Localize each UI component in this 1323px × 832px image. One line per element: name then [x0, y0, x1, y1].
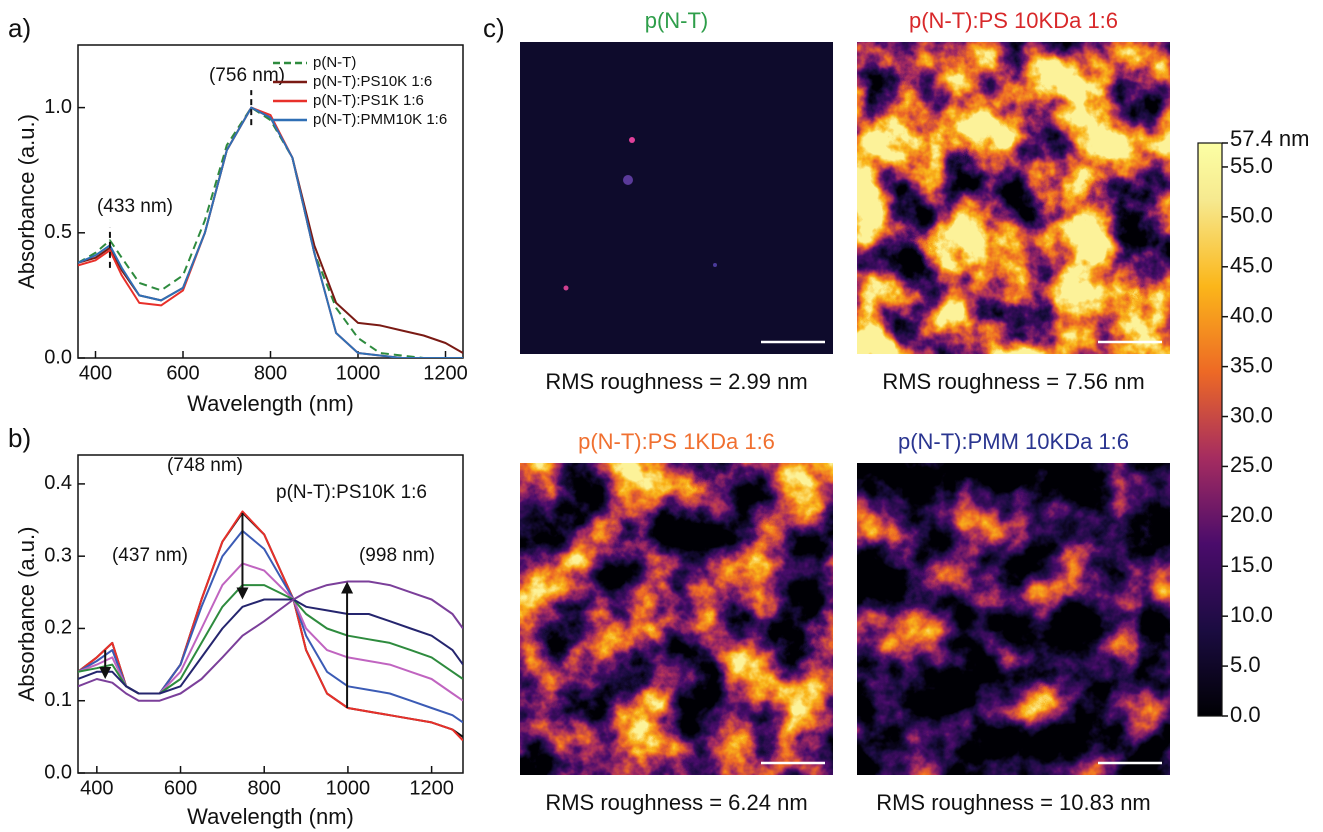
- panel-label: c): [483, 13, 505, 43]
- afm-image: [520, 42, 833, 354]
- colorbar-tick-label: 30.0: [1230, 402, 1273, 427]
- rms-label: RMS roughness = 10.83 nm: [876, 790, 1151, 815]
- afm-feature: [623, 175, 633, 185]
- afm-feature: [563, 285, 569, 291]
- y-tick-label: 1.0: [44, 96, 72, 118]
- rms-label: RMS roughness = 6.24 nm: [545, 790, 807, 815]
- colorbar-max-label: 57.4 nm: [1230, 126, 1310, 151]
- x-tick-label: 600: [164, 777, 197, 799]
- y-tick-label: 0.5: [44, 221, 72, 243]
- x-tick-label: 800: [248, 777, 281, 799]
- afm-image: [857, 463, 1170, 775]
- series-line: [78, 598, 463, 695]
- panel-label: b): [8, 423, 31, 453]
- arrow-head: [236, 587, 249, 600]
- afm-image: [520, 463, 833, 775]
- legend-label: p(N-T):PS1K 1:6: [313, 92, 424, 109]
- y-tick-label: 0.2: [44, 617, 72, 639]
- series-line: [78, 106, 463, 358]
- annotation: (998 nm): [359, 545, 435, 566]
- annotation: (748 nm): [167, 455, 243, 476]
- legend-label: p(N-T): [313, 54, 356, 71]
- y-tick-label: 0.4: [44, 472, 72, 494]
- arrow-head: [341, 581, 354, 594]
- annotation: (756 nm): [209, 65, 285, 86]
- series-line: [78, 106, 463, 354]
- arrow-head: [99, 667, 112, 680]
- x-axis-title: Wavelength (nm): [187, 391, 354, 416]
- x-axis-title: Wavelength (nm): [187, 804, 354, 829]
- x-tick-label: 600: [166, 362, 199, 384]
- panel-label: a): [8, 13, 31, 43]
- series-line: [78, 580, 463, 702]
- x-tick-label: 400: [79, 362, 112, 384]
- annotation: (433 nm): [97, 196, 173, 217]
- afm-feature: [629, 137, 635, 143]
- legend-label: p(N-T):PMM10K 1:6: [313, 111, 447, 128]
- afm-image: [857, 42, 1170, 354]
- colorbar-tick-label: 15.0: [1230, 552, 1273, 577]
- y-tick-label: 0.0: [44, 346, 72, 368]
- colorbar-tick-label: 55.0: [1230, 153, 1273, 178]
- annotation: (437 nm): [112, 545, 188, 566]
- x-tick-label: 1200: [409, 777, 454, 799]
- series-line: [78, 106, 463, 358]
- panel-title: p(N-T):PMM 10KDa 1:6: [898, 429, 1129, 454]
- rms-label: RMS roughness = 7.56 nm: [882, 369, 1144, 394]
- y-tick-label: 0.3: [44, 544, 72, 566]
- colorbar-tick-label: 20.0: [1230, 502, 1273, 527]
- plot-frame: [77, 454, 464, 774]
- colorbar-tick-label: 5.0: [1230, 652, 1261, 677]
- colorbar-tick-label: 50.0: [1230, 203, 1273, 228]
- x-tick-label: 1000: [326, 777, 371, 799]
- annotation: p(N-T):PS10K 1:6: [276, 482, 427, 503]
- colorbar-tick-label: 25.0: [1230, 452, 1273, 477]
- colorbar-tick-label: 45.0: [1230, 253, 1273, 278]
- panel-title: p(N-T):PS 1KDa 1:6: [578, 429, 775, 454]
- y-axis-title: Absorbance (a.u.): [14, 527, 39, 702]
- series-line: [78, 106, 463, 358]
- afm-feature: [713, 263, 717, 267]
- colorbar-tick-label: 40.0: [1230, 303, 1273, 328]
- colorbar-tick-label: 10.0: [1230, 602, 1273, 627]
- series-line: [78, 584, 463, 695]
- colorbar-tick-label: 0.0: [1230, 702, 1261, 727]
- rms-label: RMS roughness = 2.99 nm: [545, 369, 807, 394]
- x-tick-label: 1200: [423, 362, 468, 384]
- x-tick-label: 400: [80, 777, 113, 799]
- series-line: [78, 562, 463, 702]
- y-tick-label: 0.1: [44, 689, 72, 711]
- panel-title: p(N-T): [645, 8, 709, 33]
- colorbar: [1197, 142, 1223, 717]
- y-tick-label: 0.0: [44, 761, 72, 783]
- panel-title: p(N-T):PS 10KDa 1:6: [909, 8, 1118, 33]
- x-tick-label: 1000: [336, 362, 381, 384]
- x-tick-label: 800: [254, 362, 287, 384]
- colorbar-tick-label: 35.0: [1230, 352, 1273, 377]
- legend-label: p(N-T):PS10K 1:6: [313, 73, 432, 90]
- y-axis-title: Absorbance (a.u.): [14, 114, 39, 289]
